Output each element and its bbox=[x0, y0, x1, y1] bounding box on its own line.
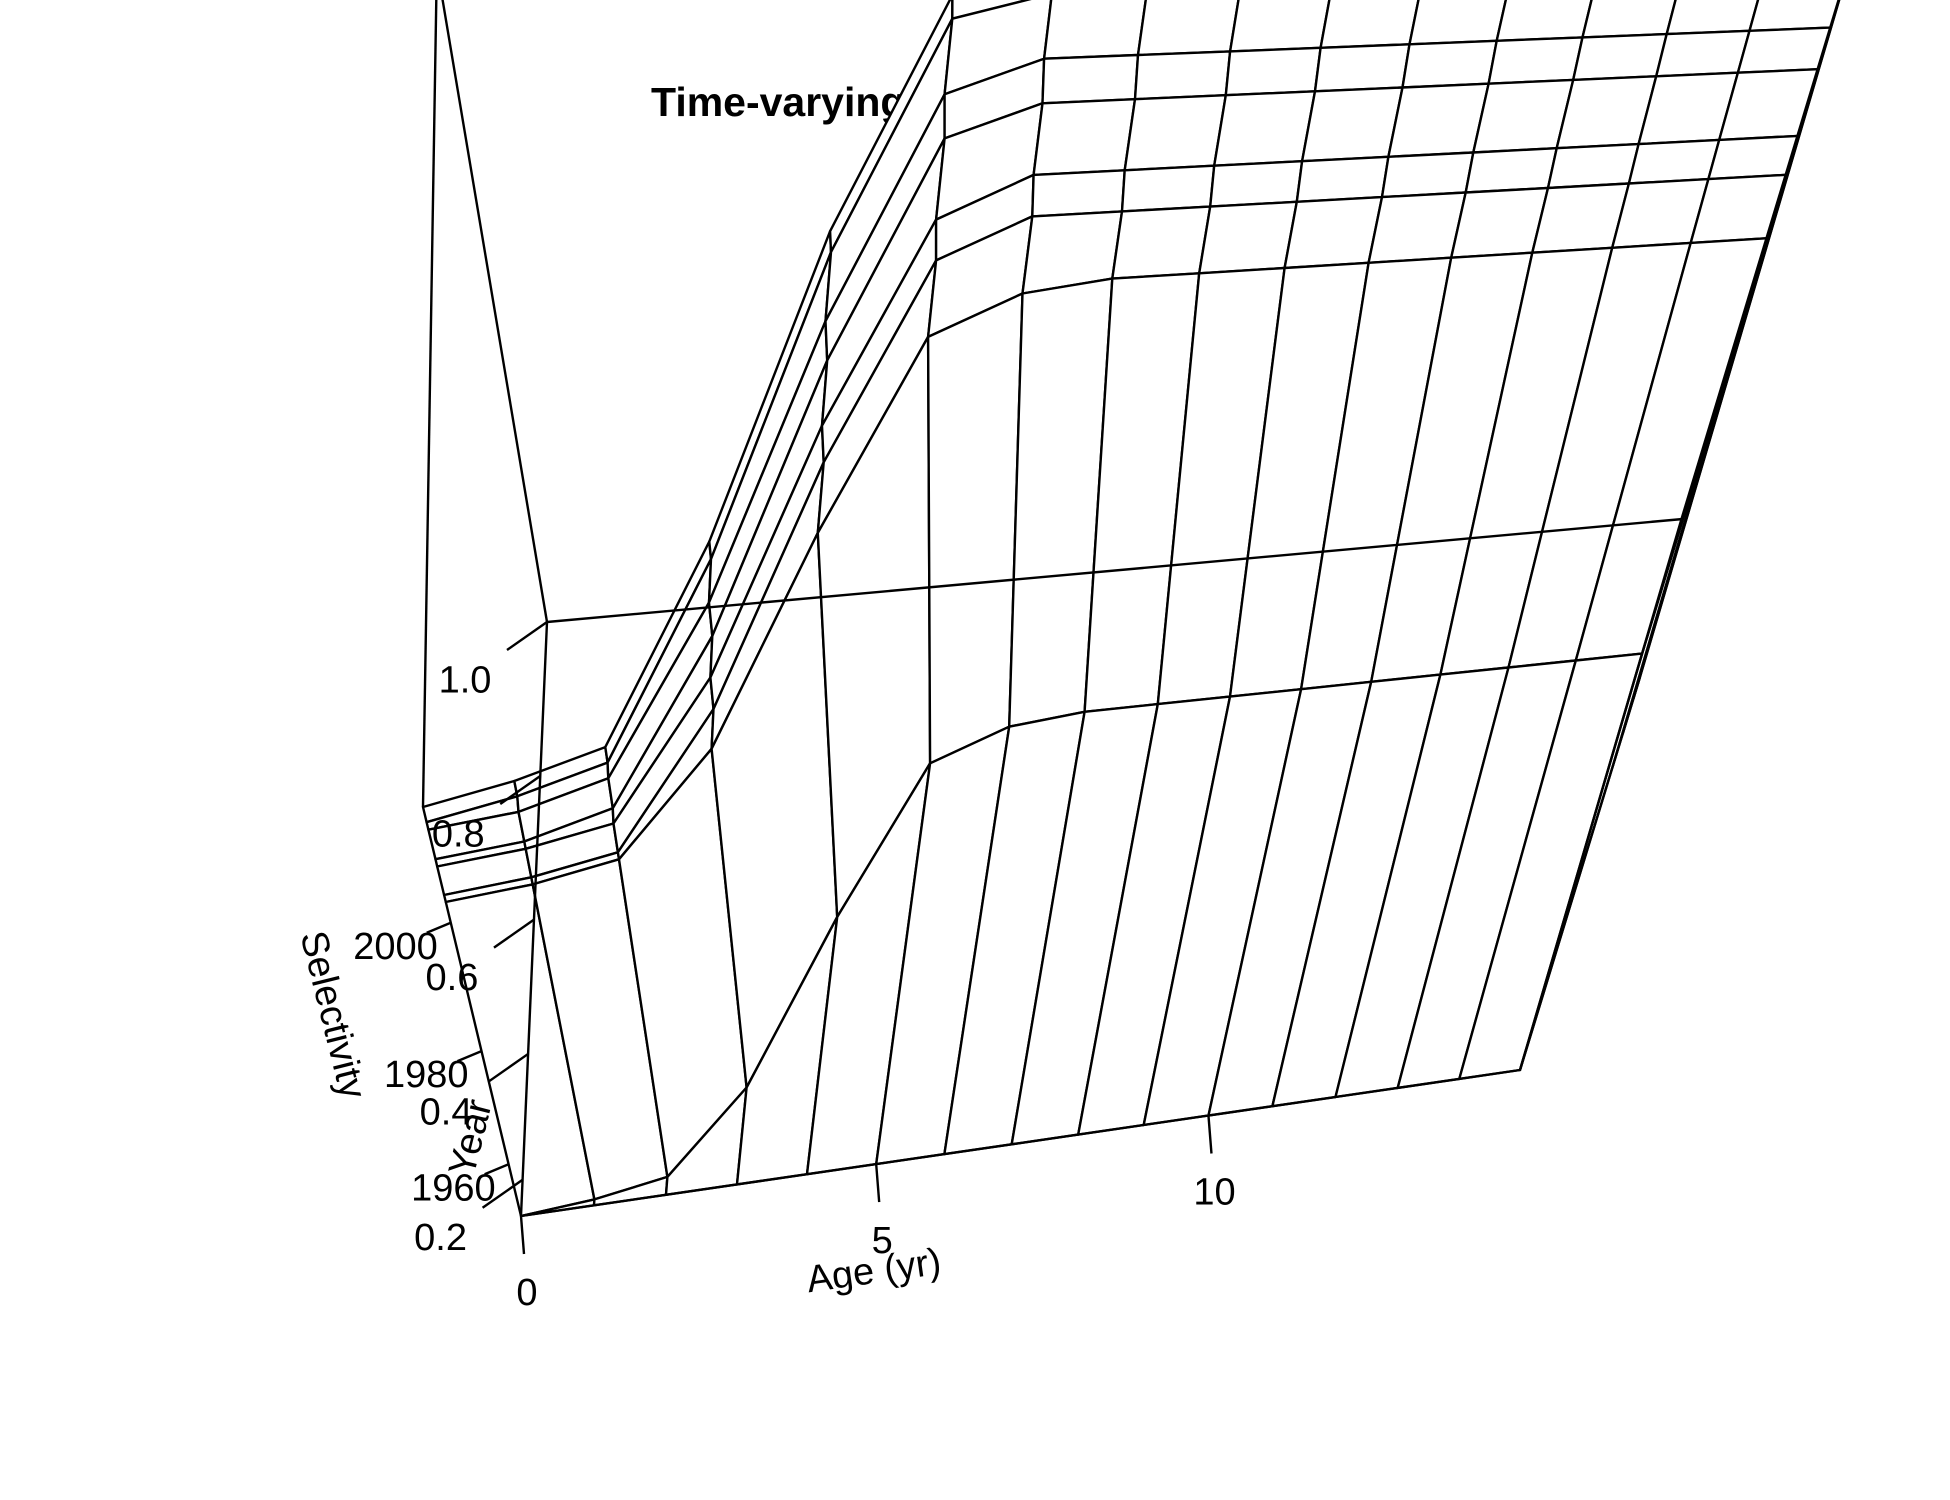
box-edges bbox=[421, 0, 1840, 1218]
x-axis-tick bbox=[1207, 1115, 1213, 1154]
surface-facet bbox=[1367, 191, 1467, 264]
box-edge-front-left-vertical bbox=[519, 621, 549, 1217]
surface-facet bbox=[1031, 169, 1126, 218]
surface-facet bbox=[1319, 0, 1420, 49]
x-axis-label: Age (yr) bbox=[804, 1241, 944, 1301]
x-axis-age: 0 5 10 bbox=[516, 1115, 1236, 1314]
surface-mesh bbox=[421, 0, 1841, 1218]
surface-facet bbox=[1380, 151, 1475, 199]
surface-facet bbox=[1197, 200, 1299, 275]
surface-facet bbox=[1736, 26, 1833, 74]
surface-facet bbox=[1401, 39, 1498, 89]
z-axis-tick-label: 0.2 bbox=[414, 1217, 467, 1259]
surface-facet bbox=[1228, 0, 1331, 53]
y-axis-year: 1960 1980 2000 bbox=[353, 921, 510, 1209]
surface-facet bbox=[1212, 90, 1317, 167]
z-axis-tick bbox=[493, 918, 535, 949]
z-axis-tick-label: 0.8 bbox=[432, 813, 485, 855]
surface-facet bbox=[1313, 43, 1411, 93]
surface-facet bbox=[1032, 97, 1137, 177]
surface-facet bbox=[1571, 32, 1668, 82]
box-edge-right-top bbox=[1680, 0, 1840, 520]
surface-facet bbox=[1042, 0, 1147, 60]
x-axis-tick-label: 10 bbox=[1193, 1172, 1235, 1214]
surface-facet bbox=[1707, 134, 1800, 181]
surface-facet bbox=[1295, 155, 1390, 204]
surface-facet bbox=[1627, 138, 1721, 185]
x-axis-tick-label: 0 bbox=[516, 1272, 537, 1314]
box-edge-front-top bbox=[546, 517, 1682, 624]
box-edge-front-bottom bbox=[520, 1068, 1521, 1218]
surface-facet bbox=[926, 292, 1024, 765]
surface-facet bbox=[1546, 142, 1640, 190]
y-axis-tick-label: 1960 bbox=[411, 1167, 496, 1209]
z-axis-tick-label: 0.4 bbox=[420, 1091, 473, 1133]
y-axis-tick-label: 1980 bbox=[384, 1054, 469, 1096]
surface-facet bbox=[1111, 205, 1212, 280]
surface-facet bbox=[1224, 46, 1322, 97]
surface-facet bbox=[1487, 36, 1584, 85]
surface-facet bbox=[1123, 93, 1228, 172]
surface-facet bbox=[1283, 195, 1384, 270]
surface-facet bbox=[1408, 0, 1508, 46]
surface-facet bbox=[1133, 50, 1232, 101]
box-edge-back-left-vertical bbox=[421, 0, 438, 808]
x-axis-tick bbox=[519, 1215, 526, 1255]
surface-facet bbox=[1300, 86, 1404, 163]
box-edge-front-right-vertical bbox=[1518, 518, 1683, 1071]
box-edge-left-top bbox=[441, 0, 549, 623]
surface-facet bbox=[1120, 164, 1216, 213]
z-axis-tick-label: 1.0 bbox=[439, 659, 492, 701]
z-axis-tick bbox=[499, 775, 541, 805]
surface-facet bbox=[1041, 53, 1140, 105]
z-axis-selectivity: 0.2 0.4 0.6 0.8 1.0 bbox=[414, 621, 548, 1259]
z-axis-tick bbox=[481, 1178, 524, 1209]
surface-facet bbox=[1136, 0, 1240, 57]
x-axis-tick-label: 5 bbox=[872, 1220, 893, 1262]
y-axis-tick bbox=[484, 1163, 510, 1176]
surface-facet bbox=[1464, 146, 1558, 194]
x-axis-tick bbox=[874, 1163, 881, 1203]
surface-facet bbox=[1654, 29, 1751, 78]
surface-facet bbox=[1208, 159, 1304, 208]
y-axis-tick-label: 2000 bbox=[353, 926, 438, 968]
y-axis-tick bbox=[426, 921, 452, 934]
z-axis-tick bbox=[487, 1052, 529, 1083]
z-axis-tick-label: 0.6 bbox=[426, 957, 479, 999]
y-axis-tick bbox=[457, 1049, 482, 1063]
z-axis-tick bbox=[506, 621, 548, 651]
